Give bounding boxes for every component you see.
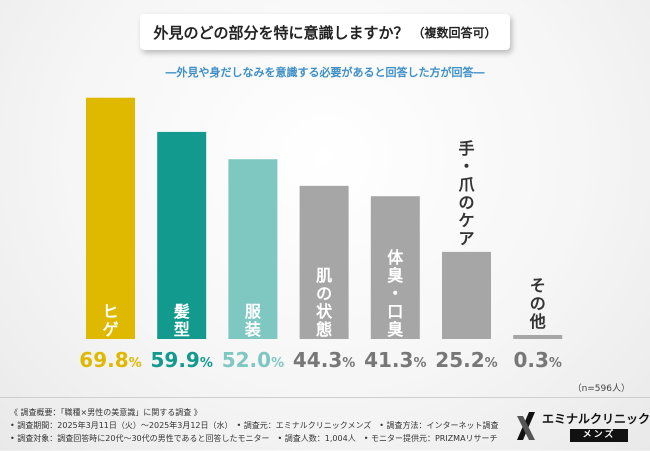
category-label-7: その他 [529, 276, 546, 331]
svg-text:臭: 臭 [387, 266, 403, 285]
svg-text:ア: ア [458, 229, 474, 248]
svg-text:口: 口 [387, 302, 403, 321]
svg-text:の: の [530, 294, 546, 313]
svg-text:体: 体 [387, 248, 404, 267]
chart-title: 外見のどの部分を特に意識しますか？ [153, 23, 409, 42]
svg-text:状: 状 [316, 302, 333, 321]
category-label-5: 体臭・口臭 [387, 248, 404, 339]
svg-text:態: 態 [316, 320, 332, 339]
svg-text:髪: 髪 [173, 302, 190, 321]
bar-2 [157, 131, 207, 339]
logo-mark-icon [517, 412, 535, 440]
category-label-2: 髪型 [173, 302, 190, 339]
survey-details-2: • 調査対象：調査回答時に20代〜30代の男性であると回答したモニター • 調査… [10, 434, 498, 443]
svg-text:・: ・ [458, 157, 474, 176]
svg-text:の: の [458, 193, 474, 212]
category-label-1: ヒゲ [102, 302, 118, 339]
value-label-5: 41.3% [364, 348, 426, 372]
logo-subtitle: メンズ [570, 429, 628, 442]
chart-title-box: 外見のどの部分を特に意識しますか？ （複数回答可） [140, 14, 510, 50]
svg-text:ヒ: ヒ [102, 302, 118, 321]
svg-text:の: の [316, 284, 332, 303]
clinic-logo: エミナルクリニック メンズ [515, 408, 650, 444]
svg-text:そ: そ [530, 276, 546, 295]
svg-text:ケ: ケ [458, 211, 474, 230]
chart-title-note: （複数回答可） [412, 25, 497, 40]
survey-overview: 《 調査概要：「職種×男性の美意識」に関する調査 》 [10, 408, 202, 417]
value-label-3: 52.0% [222, 348, 284, 372]
bar-1 [86, 97, 135, 339]
bar-7 [513, 335, 563, 339]
value-label-7: 0.3% [513, 348, 561, 372]
svg-text:手: 手 [458, 139, 474, 158]
sample-size-note: （n=596人） [572, 384, 630, 394]
bar-4 [299, 185, 349, 339]
svg-text:装: 装 [244, 320, 261, 339]
svg-text:服: 服 [245, 302, 262, 321]
bar-6 [442, 251, 491, 339]
bar-3 [228, 159, 278, 339]
survey-details-1: • 調査期間：2025年3月11日（火）〜2025年3月12日（水） • 調査元… [10, 421, 499, 430]
svg-text:肌: 肌 [316, 266, 332, 285]
value-label-4: 44.3% [293, 348, 355, 372]
value-label-2: 59.9% [151, 348, 213, 372]
bar-5 [370, 196, 420, 339]
svg-text:型: 型 [174, 320, 190, 339]
chart-subtitle: ―外見や身だしなみを意識する必要があると回答した方が回答― [165, 66, 485, 79]
svg-text:臭: 臭 [387, 320, 403, 339]
svg-text:ゲ: ゲ [102, 320, 118, 339]
logo-name: エミナルクリニック [542, 412, 650, 426]
bar-chart: ヒゲ69.8%髪型59.9%服装52.0%肌の状態44.3%体臭・口臭41.3%… [79, 97, 563, 372]
category-label-3: 服装 [244, 302, 262, 339]
value-label-6: 25.2% [435, 348, 497, 372]
svg-text:・: ・ [387, 284, 403, 303]
survey-footer: 《 調査概要：「職種×男性の美意識」に関する調査 》 • 調査期間：2025年3… [0, 397, 650, 451]
svg-text:爪: 爪 [458, 175, 475, 194]
svg-text:他: 他 [529, 312, 546, 331]
value-label-1: 69.8% [79, 348, 141, 372]
